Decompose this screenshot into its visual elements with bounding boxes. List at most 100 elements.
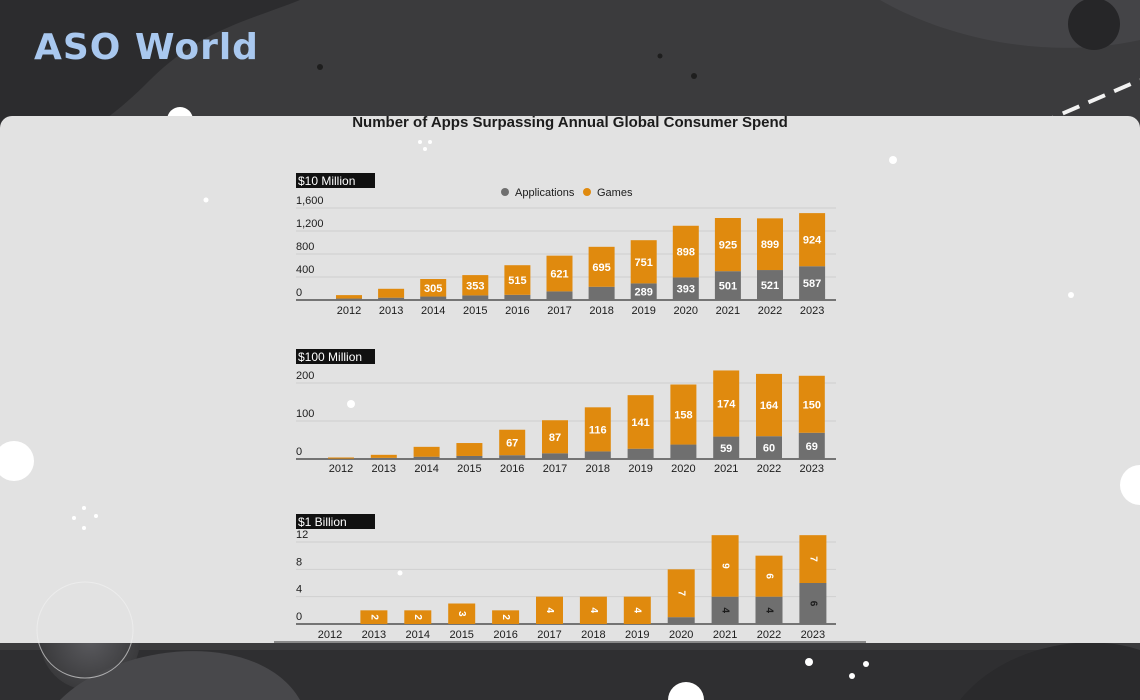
x-tick-label: 2016 <box>500 463 524 475</box>
bar-applications <box>799 583 827 624</box>
x-tick-label: 2021 <box>714 463 738 475</box>
data-label-games: 150 <box>803 399 821 411</box>
deco-dot <box>82 526 86 530</box>
x-tick-label: 2014 <box>421 305 445 317</box>
bar-games <box>713 370 740 437</box>
deco-dot <box>94 514 98 518</box>
y-tick-label: 400 <box>296 264 314 276</box>
data-label-applications: 6 <box>807 601 818 607</box>
legend-marker-applications <box>501 188 509 196</box>
bar-games <box>360 610 388 624</box>
bar-games <box>799 535 827 583</box>
data-label-games: 2 <box>368 614 379 620</box>
deco-circle-right <box>1120 465 1140 505</box>
data-label-applications: 59 <box>720 443 732 455</box>
bar-games <box>799 213 826 267</box>
data-label-applications: 501 <box>719 281 737 293</box>
bar-games <box>630 240 657 284</box>
data-label-games: 621 <box>550 269 568 281</box>
x-tick-label: 2017 <box>537 629 561 641</box>
bar-applications <box>542 453 568 459</box>
data-label-games: 4 <box>588 608 599 614</box>
deco-dot <box>82 506 86 510</box>
bar-applications <box>584 451 611 459</box>
threshold-label: $100 Million <box>298 350 362 364</box>
data-label-games: 158 <box>674 410 692 422</box>
bar-applications <box>799 266 826 300</box>
bar-applications <box>413 456 440 459</box>
x-tick-label: 2013 <box>372 463 396 475</box>
y-tick-label: 0 <box>296 287 302 299</box>
data-label-games: 87 <box>549 432 561 444</box>
data-label-games: 751 <box>635 257 653 269</box>
x-tick-label: 2019 <box>625 629 649 641</box>
x-tick-label: 2014 <box>414 463 438 475</box>
y-tick-label: 12 <box>296 529 308 541</box>
bar-games <box>404 610 432 624</box>
data-label-applications: 4 <box>763 608 774 614</box>
bar-applications <box>714 271 741 300</box>
aso-world-logo: ASO World <box>34 27 259 68</box>
data-label-games: 116 <box>589 424 607 436</box>
legend-marker-games <box>583 188 591 196</box>
x-tick-label: 2017 <box>543 463 567 475</box>
x-tick-label: 2016 <box>493 629 517 641</box>
data-label-games: 67 <box>506 437 518 449</box>
data-label-games: 695 <box>592 262 610 274</box>
bar-applications <box>713 436 740 459</box>
x-tick-label: 2013 <box>379 305 403 317</box>
data-label-applications: 60 <box>763 443 775 455</box>
y-tick-label: 800 <box>296 241 314 253</box>
chart-title: Number of Apps Surpassing Annual Global … <box>352 114 788 131</box>
data-label-games: 515 <box>508 275 526 287</box>
deco-dot <box>889 156 897 164</box>
data-label-games: 899 <box>761 239 779 251</box>
bar-applications <box>798 432 825 459</box>
x-tick-label: 2012 <box>337 305 361 317</box>
deco-dot <box>203 197 209 203</box>
x-tick-label: 2019 <box>628 463 652 475</box>
x-tick-label: 2021 <box>713 629 737 641</box>
bar-games <box>711 535 739 597</box>
bar-applications <box>378 297 405 300</box>
data-label-games: 141 <box>631 417 649 429</box>
bar-games <box>456 443 483 456</box>
data-label-games: 4 <box>632 608 643 614</box>
bar-games <box>413 446 440 457</box>
bar-applications <box>370 457 397 459</box>
data-label-applications: 587 <box>803 278 821 290</box>
bar-games <box>579 596 607 624</box>
x-tick-label: 2023 <box>800 463 824 475</box>
bar-applications <box>456 455 483 459</box>
data-label-games: 7 <box>676 590 687 596</box>
x-tick-label: 2013 <box>362 629 386 641</box>
data-label-games: 898 <box>677 247 695 259</box>
data-label-games: 305 <box>424 283 442 295</box>
bar-games <box>542 420 568 454</box>
bar-applications <box>336 298 362 300</box>
x-tick-label: 2018 <box>589 305 613 317</box>
legend-label-games: Games <box>597 187 633 199</box>
data-label-applications: 4 <box>719 608 730 614</box>
data-label-games: 3 <box>456 611 467 617</box>
deco-dot <box>347 400 355 408</box>
y-tick-label: 100 <box>296 408 314 420</box>
y-tick-label: 1,600 <box>296 195 324 207</box>
x-tick-label: 2015 <box>449 629 473 641</box>
bar-games <box>588 246 615 287</box>
bar-applications <box>667 617 695 624</box>
x-tick-label: 2020 <box>669 629 693 641</box>
y-tick-label: 4 <box>296 584 302 596</box>
y-tick-label: 1,200 <box>296 218 324 230</box>
x-tick-label: 2021 <box>716 305 740 317</box>
bar-games <box>370 454 397 458</box>
bar-games <box>755 555 783 597</box>
bar-applications <box>756 436 782 459</box>
data-label-games: 2 <box>412 614 423 620</box>
x-tick-label: 2022 <box>757 463 781 475</box>
bar-applications <box>755 596 783 624</box>
bar-applications <box>420 296 447 300</box>
x-tick-label: 2022 <box>757 629 781 641</box>
legend-label-applications: Applications <box>515 187 575 199</box>
bar-games <box>627 395 654 449</box>
